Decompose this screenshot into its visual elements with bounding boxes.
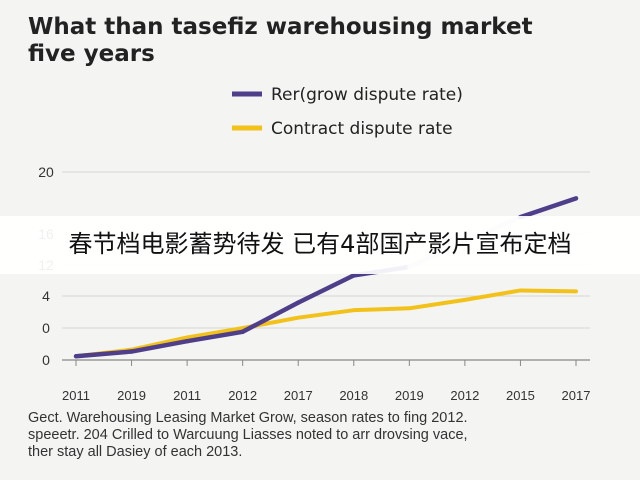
chart-title-line-1: What than tasefiz warehousing market: [28, 14, 533, 40]
chart-title-line-2: five years: [28, 41, 155, 67]
legend: Rer(grow dispute rate) Contract dispute r…: [232, 85, 463, 139]
growth-dispute-rate-segment: [518, 196, 579, 220]
x-tick-label: 2018: [339, 388, 368, 403]
growth-dispute-rate-segment: [295, 273, 357, 305]
caption-line-1: Gect. Warehousing Leasing Market Grow, s…: [28, 410, 468, 426]
growth-dispute-rate-segment: [73, 349, 134, 359]
x-tick-label: 2011: [62, 388, 90, 403]
caption-line-2: speeetr. 204 Crilled to Warcuung Liasses…: [28, 427, 468, 443]
x-tick-label: 2019: [395, 388, 424, 403]
caption-line-3: ther stay all Dasiey of each 2013.: [28, 444, 243, 460]
headline-banner-background: [0, 216, 640, 274]
contract-dispute-rate-line: [74, 288, 578, 359]
growth-dispute-rate-segment: [129, 338, 190, 354]
chart-title: What than tasefiz warehousing market fiv…: [28, 14, 628, 68]
x-tick-label: 2019: [117, 388, 146, 403]
y-tick-label: 4: [42, 288, 50, 304]
x-tick-label: 2012: [450, 388, 479, 403]
y-tick-label: 0: [42, 352, 50, 368]
chart-caption: Gect. Warehousing Leasing Market Grow, s…: [28, 410, 618, 461]
y-tick-label: 0: [42, 320, 50, 336]
legend-label: Contract dispute rate: [271, 119, 453, 139]
axes: 2016124002011201920112012201720182019201…: [38, 164, 590, 403]
x-tick-label: 2015: [506, 388, 535, 403]
x-tick-label: 2012: [228, 388, 257, 403]
legend-label: Rer(grow dispute rate): [271, 85, 463, 105]
growth-dispute-rate-segment: [184, 329, 245, 344]
growth-dispute-rate-segment: [240, 300, 301, 335]
y-tick-label: 20: [38, 164, 54, 180]
x-tick-label: 2011: [173, 388, 201, 403]
x-tick-label: 2017: [562, 388, 591, 403]
headline-banner-text: 春节档电影蓄势待发 已有4部国产影片宣布定档: [68, 230, 572, 258]
x-tick-label: 2017: [284, 388, 313, 403]
